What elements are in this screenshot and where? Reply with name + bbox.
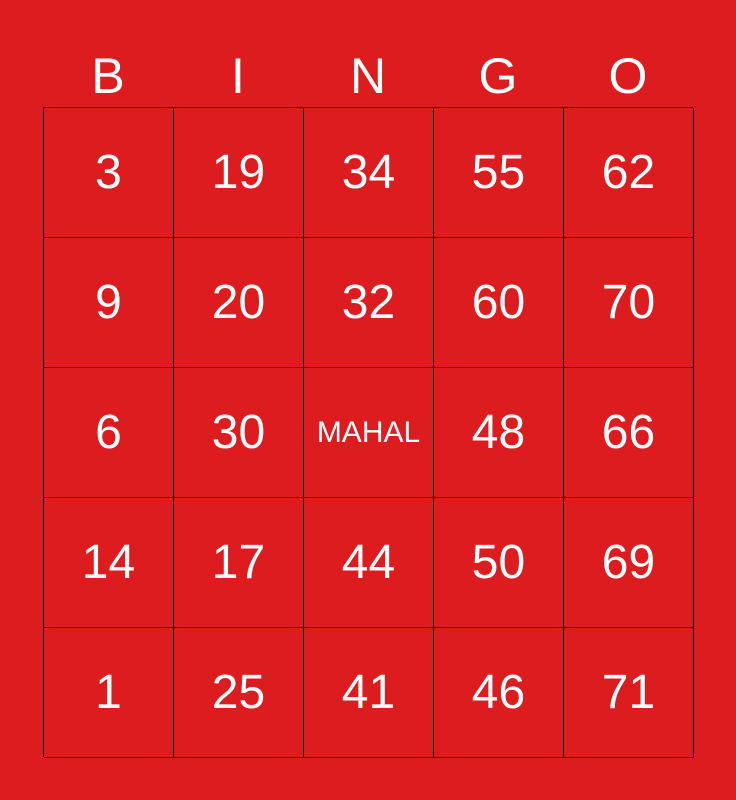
bingo-cell: 55 bbox=[434, 108, 564, 238]
bingo-cell: 41 bbox=[304, 628, 434, 758]
bingo-cell: 9 bbox=[44, 238, 174, 368]
header-letter-b: B bbox=[91, 48, 125, 104]
bingo-cell: 32 bbox=[304, 238, 434, 368]
bingo-cell: 60 bbox=[434, 238, 564, 368]
bingo-cell: 66 bbox=[564, 368, 694, 498]
bingo-cell: 48 bbox=[434, 368, 564, 498]
bingo-cell: 34 bbox=[304, 108, 434, 238]
bingo-header: B I N G O bbox=[43, 46, 693, 106]
bingo-cell: 14 bbox=[44, 498, 174, 628]
bingo-cell: 69 bbox=[564, 498, 694, 628]
bingo-cell: 6 bbox=[44, 368, 174, 498]
bingo-cell: 50 bbox=[434, 498, 564, 628]
bingo-cell: 44 bbox=[304, 498, 434, 628]
bingo-cell: 19 bbox=[174, 108, 304, 238]
header-letter-o: O bbox=[608, 48, 648, 104]
bingo-cell: 62 bbox=[564, 108, 694, 238]
bingo-cell: 3 bbox=[44, 108, 174, 238]
bingo-cell: 20 bbox=[174, 238, 304, 368]
bingo-grid: 3 19 34 55 62 9 20 32 60 70 6 30 MAHAL 48 66 14 17 44 50 69… bbox=[43, 107, 694, 758]
bingo-cell: 46 bbox=[434, 628, 564, 758]
free-space-cell: MAHAL bbox=[304, 368, 434, 498]
bingo-cell: 30 bbox=[174, 368, 304, 498]
bingo-cell: 1 bbox=[44, 628, 174, 758]
bingo-cell: 17 bbox=[174, 498, 304, 628]
header-letter-n: N bbox=[349, 48, 387, 104]
bingo-cell: 70 bbox=[564, 238, 694, 368]
bingo-cell: 25 bbox=[174, 628, 304, 758]
bingo-cell: 71 bbox=[564, 628, 694, 758]
header-letter-g: G bbox=[478, 48, 518, 104]
header-letter-i: I bbox=[231, 48, 245, 104]
